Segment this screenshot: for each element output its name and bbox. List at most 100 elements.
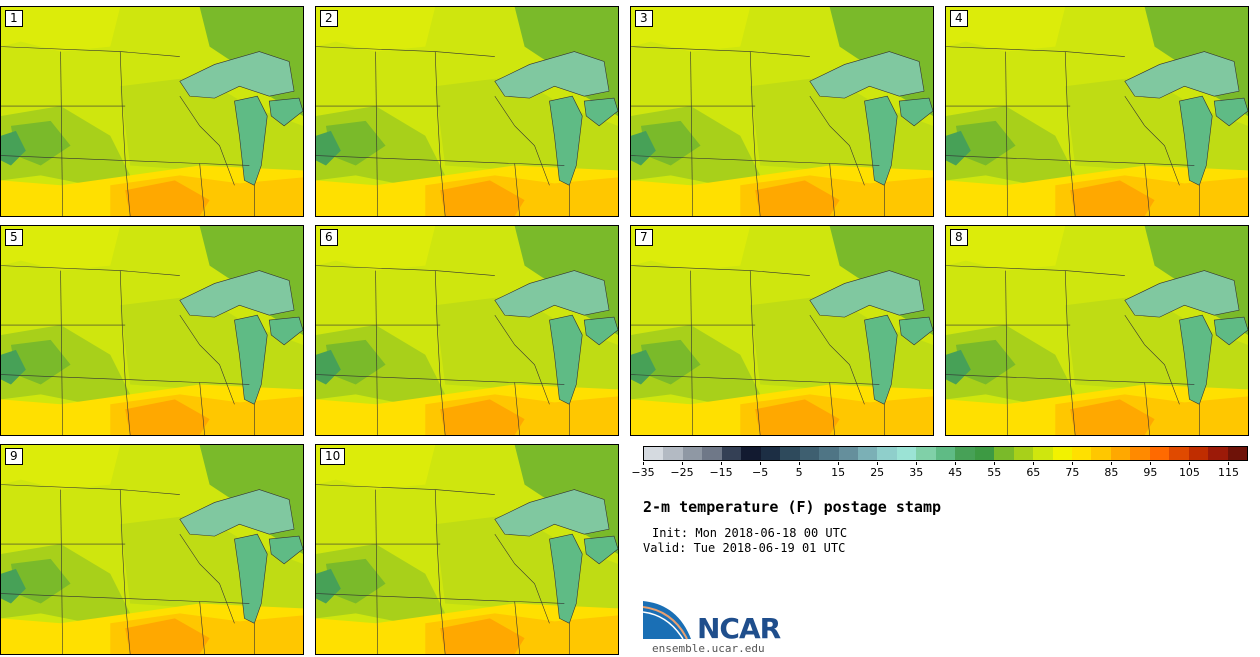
colorbar-tick-mark xyxy=(955,462,957,465)
colorbar-swatch xyxy=(1110,447,1131,460)
colorbar-tick-mark xyxy=(1228,462,1230,465)
colorbar-swatch xyxy=(721,447,742,460)
colorbar-tick-label: −35 xyxy=(631,466,655,479)
member-number-label: 8 xyxy=(950,229,968,246)
ensemble-member-5-map: 5 xyxy=(0,225,304,436)
temperature-map xyxy=(316,7,618,216)
colorbar-swatch xyxy=(760,447,781,460)
temperature-map xyxy=(1,445,303,654)
ensemble-member-9-map: 9 xyxy=(0,444,304,655)
member-number-label: 5 xyxy=(5,229,23,246)
temperature-map xyxy=(631,7,933,216)
member-number-label: 3 xyxy=(635,10,653,27)
colorbar-tick-mark xyxy=(1150,462,1152,465)
colorbar-tick-mark xyxy=(838,462,840,465)
colorbar-tick-label: 75 xyxy=(1065,466,1080,479)
colorbar-swatch xyxy=(896,447,917,460)
colorbar-swatch xyxy=(1013,447,1034,460)
colorbar-swatch xyxy=(838,447,858,460)
colorbar-swatch xyxy=(1071,447,1092,460)
valid-time: Valid: Tue 2018-06-19 01 UTC xyxy=(643,541,846,555)
member-number-label: 6 xyxy=(320,229,338,246)
colorbar-ticks: −35 −25 −15 −5 5 15 25 35 45 55 65 75 85 95 105 115 xyxy=(631,462,1248,482)
colorbar-tick-mark xyxy=(1033,462,1035,465)
colorbar-tick-label: 105 xyxy=(1178,466,1200,479)
colorbar-swatch xyxy=(955,447,975,460)
colorbar-swatch xyxy=(819,447,839,460)
temperature-map xyxy=(316,226,618,435)
colorbar-swatch xyxy=(1033,447,1053,460)
colorbar-tick-mark xyxy=(994,462,996,465)
ensemble-member-4-map: 4 xyxy=(945,6,1249,217)
colorbar-swatch xyxy=(1149,447,1170,460)
colorbar-tick-label: 25 xyxy=(870,466,885,479)
member-number-label: 1 xyxy=(5,10,23,27)
chart-title: 2-m temperature (F) postage stamp xyxy=(643,498,942,516)
colorbar-tick-mark xyxy=(682,462,684,465)
ncar-logo-text: NCAR xyxy=(697,612,781,645)
colorbar-tick-label: −5 xyxy=(751,466,769,479)
colorbar-tick-label: 85 xyxy=(1104,466,1119,479)
colorbar-tick-label: 45 xyxy=(948,466,963,479)
temperature-map xyxy=(946,7,1248,216)
temperature-map xyxy=(946,226,1248,435)
colorbar-swatch xyxy=(1130,447,1150,460)
colorbar-swatch xyxy=(780,447,800,460)
temperature-colorbar xyxy=(643,446,1248,461)
member-number-label: 9 xyxy=(5,448,23,465)
colorbar-swatch xyxy=(994,447,1014,460)
colorbar-swatch xyxy=(682,447,703,460)
temperature-map xyxy=(1,226,303,435)
ensemble-member-2-map: 2 xyxy=(315,6,619,217)
colorbar-swatch xyxy=(974,447,995,460)
colorbar-tick-label: 55 xyxy=(987,466,1002,479)
colorbar-tick-label: 5 xyxy=(795,466,803,479)
colorbar-tick-label: 65 xyxy=(1026,466,1041,479)
colorbar-swatch xyxy=(663,447,683,460)
temperature-map xyxy=(631,226,933,435)
colorbar-swatch xyxy=(877,447,897,460)
colorbar-tick-label: 95 xyxy=(1143,466,1158,479)
temperature-map xyxy=(316,445,618,654)
colorbar-swatch xyxy=(644,447,664,460)
member-number-label: 10 xyxy=(320,448,346,465)
colorbar-tick-label: 115 xyxy=(1217,466,1239,479)
member-number-label: 4 xyxy=(950,10,968,27)
colorbar-swatch xyxy=(916,447,936,460)
colorbar-tick-mark xyxy=(877,462,879,465)
colorbar-swatch xyxy=(741,447,761,460)
colorbar-swatch xyxy=(857,447,878,460)
ensemble-member-6-map: 6 xyxy=(315,225,619,436)
colorbar-tick-label: 15 xyxy=(831,466,846,479)
colorbar-swatch xyxy=(799,447,820,460)
colorbar-tick-mark xyxy=(760,462,762,465)
colorbar-tick-mark xyxy=(721,462,723,465)
colorbar-tick-mark xyxy=(1189,462,1191,465)
colorbar-tick-label: 35 xyxy=(909,466,924,479)
colorbar-tick-mark xyxy=(1111,462,1113,465)
colorbar-swatch xyxy=(1227,447,1248,460)
init-time: Init: Mon 2018-06-18 00 UTC xyxy=(652,526,848,540)
ensemble-member-1-map: 1 xyxy=(0,6,304,217)
ensemble-member-3-map: 3 xyxy=(630,6,934,217)
ensemble-url: ensemble.ucar.edu xyxy=(652,642,765,655)
temperature-map xyxy=(1,7,303,216)
colorbar-tick-mark xyxy=(916,462,918,465)
colorbar-tick-mark xyxy=(799,462,801,465)
colorbar-tick-mark xyxy=(1072,462,1074,465)
colorbar-swatch xyxy=(1169,447,1189,460)
colorbar-swatch xyxy=(1052,447,1072,460)
colorbar-swatch xyxy=(702,447,722,460)
colorbar-swatch xyxy=(1208,447,1228,460)
ensemble-member-8-map: 8 xyxy=(945,225,1249,436)
colorbar-swatch xyxy=(1188,447,1209,460)
colorbar-swatch xyxy=(1091,447,1111,460)
ensemble-member-7-map: 7 xyxy=(630,225,934,436)
member-number-label: 2 xyxy=(320,10,338,27)
colorbar-tick-label: −25 xyxy=(670,466,694,479)
colorbar-tick-label: −15 xyxy=(709,466,733,479)
member-number-label: 7 xyxy=(635,229,653,246)
colorbar-tick-mark xyxy=(643,462,644,465)
ensemble-member-10-map: 10 xyxy=(315,444,619,655)
ncar-logo-icon xyxy=(643,601,691,640)
